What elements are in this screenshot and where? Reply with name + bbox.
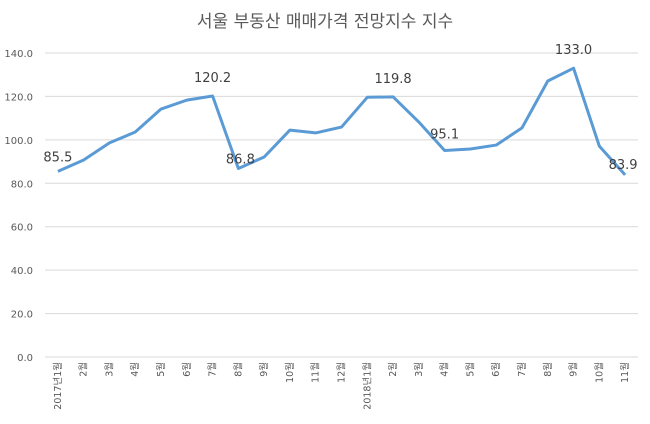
x-tick-label: 8월 [542, 362, 554, 377]
y-tick-label: 100.0 [4, 136, 33, 147]
y-tick-label: 60.0 [11, 223, 33, 234]
data-label: 83.9 [609, 158, 638, 173]
x-tick-label: 2월 [387, 362, 399, 377]
data-label: 120.2 [194, 71, 231, 86]
x-tick-label: 12월 [336, 362, 348, 383]
y-tick-label: 20.0 [11, 310, 33, 321]
chart-title: 서울 부동산 매매가격 전망지수 지수 [197, 12, 453, 32]
x-tick-label: 2017년1월 [52, 362, 64, 410]
y-tick-label: 80.0 [11, 179, 33, 190]
x-tick-label: 11월 [310, 362, 322, 383]
x-tick-label: 2월 [78, 362, 90, 377]
x-tick-label: 2018년1월 [361, 362, 373, 410]
x-tick-label: 7월 [207, 362, 219, 377]
y-tick-label: 140.0 [4, 49, 33, 60]
x-tick-label: 6월 [490, 362, 502, 377]
x-tick-label: 10월 [593, 362, 605, 383]
data-label: 119.8 [374, 72, 411, 87]
x-tick-label: 5월 [464, 362, 476, 377]
y-tick-label: 0.0 [17, 353, 33, 364]
x-tick-label: 4월 [129, 362, 141, 377]
data-label: 95.1 [430, 127, 459, 142]
x-tick-label: 3월 [413, 362, 425, 377]
y-tick-label: 40.0 [11, 266, 33, 277]
data-label: 86.8 [226, 153, 255, 168]
x-tick-label: 6월 [181, 362, 193, 377]
series-line [57, 66, 627, 176]
x-tick-label: 4월 [439, 362, 451, 377]
x-tick-label: 9월 [258, 362, 270, 377]
x-tick-label: 9월 [568, 362, 580, 377]
data-label: 85.5 [43, 150, 72, 165]
x-tick-label: 11월 [619, 362, 631, 383]
x-tick-label: 8월 [232, 362, 244, 377]
x-tick-label: 7월 [516, 362, 528, 377]
x-tick-label: 3월 [103, 362, 115, 377]
data-label: 133.0 [555, 43, 592, 58]
x-tick-label: 5월 [155, 362, 167, 377]
x-tick-label: 10월 [284, 362, 296, 383]
y-tick-label: 120.0 [4, 92, 33, 103]
